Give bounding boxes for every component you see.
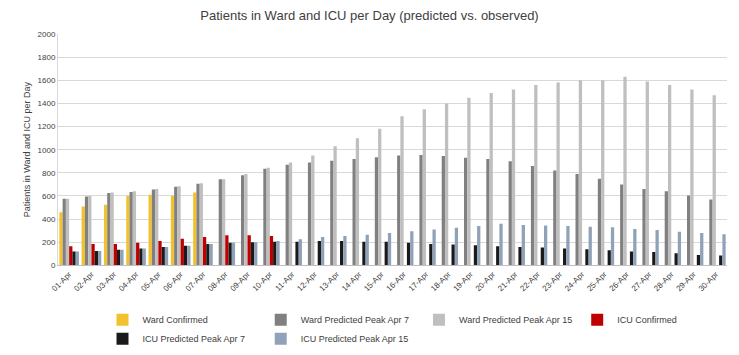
- svg-text:28-Apr: 28-Apr: [652, 270, 676, 294]
- svg-text:05-Apr: 05-Apr: [139, 270, 163, 294]
- svg-text:2000: 2000: [38, 30, 56, 39]
- svg-text:30-Apr: 30-Apr: [697, 270, 721, 294]
- svg-text:ICU Confirmed: ICU Confirmed: [617, 315, 677, 325]
- svg-text:17-Apr: 17-Apr: [407, 270, 431, 294]
- svg-text:03-Apr: 03-Apr: [95, 270, 119, 294]
- svg-text:0: 0: [51, 261, 56, 270]
- svg-text:02-Apr: 02-Apr: [72, 270, 96, 294]
- svg-text:21-Apr: 21-Apr: [496, 270, 520, 294]
- svg-text:13-Apr: 13-Apr: [318, 270, 342, 294]
- svg-text:1800: 1800: [38, 53, 56, 62]
- svg-text:04-Apr: 04-Apr: [117, 270, 141, 294]
- svg-text:200: 200: [42, 238, 56, 247]
- svg-text:12-Apr: 12-Apr: [295, 270, 319, 294]
- svg-text:1200: 1200: [38, 122, 56, 131]
- svg-text:11-Apr: 11-Apr: [273, 270, 296, 293]
- svg-text:24-Apr: 24-Apr: [563, 270, 587, 294]
- svg-text:16-Apr: 16-Apr: [385, 270, 409, 294]
- svg-text:1600: 1600: [38, 76, 56, 85]
- svg-text:1400: 1400: [38, 99, 56, 108]
- svg-text:Ward Predicted Peak Apr 7: Ward Predicted Peak Apr 7: [301, 315, 409, 325]
- svg-text:27-Apr: 27-Apr: [630, 270, 654, 294]
- svg-text:08-Apr: 08-Apr: [206, 270, 230, 294]
- svg-text:01-Apr: 01-Apr: [50, 270, 74, 294]
- svg-text:Ward Predicted Peak Apr 15: Ward Predicted Peak Apr 15: [459, 315, 572, 325]
- svg-text:07-Apr: 07-Apr: [184, 270, 208, 294]
- svg-text:26-Apr: 26-Apr: [608, 270, 632, 294]
- svg-text:600: 600: [42, 192, 56, 201]
- svg-text:18-Apr: 18-Apr: [429, 270, 453, 294]
- svg-text:Ward Confirmed: Ward Confirmed: [143, 315, 208, 325]
- svg-text:06-Apr: 06-Apr: [162, 270, 186, 294]
- svg-text:14-Apr: 14-Apr: [340, 270, 364, 294]
- svg-text:1000: 1000: [38, 146, 56, 155]
- svg-text:20-Apr: 20-Apr: [474, 270, 498, 294]
- svg-text:Patients in Ward and ICU per D: Patients in Ward and ICU per Day (predic…: [200, 8, 538, 23]
- svg-text:400: 400: [42, 215, 56, 224]
- svg-text:22-Apr: 22-Apr: [518, 270, 542, 294]
- svg-text:10-Apr: 10-Apr: [251, 270, 275, 294]
- svg-text:19-Apr: 19-Apr: [451, 270, 475, 294]
- svg-text:29-Apr: 29-Apr: [674, 270, 698, 294]
- svg-text:800: 800: [42, 169, 56, 178]
- svg-text:15-Apr: 15-Apr: [362, 270, 386, 294]
- svg-text:23-Apr: 23-Apr: [541, 270, 565, 294]
- svg-text:ICU Predicted Peak Apr 15: ICU Predicted Peak Apr 15: [301, 334, 409, 344]
- svg-text:09-Apr: 09-Apr: [228, 270, 252, 294]
- svg-text:25-Apr: 25-Apr: [585, 270, 609, 294]
- svg-text:Patients in Ward and ICU per D: Patients in Ward and ICU per Day: [22, 82, 32, 218]
- svg-text:ICU Predicted Peak Apr 7: ICU Predicted Peak Apr 7: [143, 334, 246, 344]
